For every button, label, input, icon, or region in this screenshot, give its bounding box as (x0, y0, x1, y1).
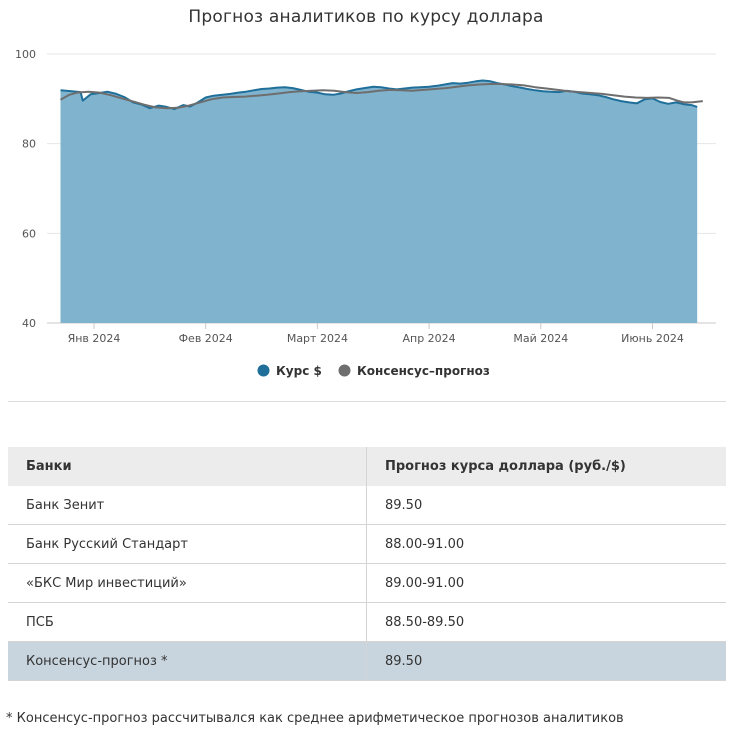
chart-line-layer (60, 79, 703, 111)
x-tick-label: Фев 2024 (179, 332, 233, 345)
bank-name-cell: Банк Русский Стандарт (8, 524, 367, 564)
legend-marker-usd-rate (257, 364, 270, 377)
column-header-forecast: Прогноз курса доллара (руб./$) (366, 447, 726, 486)
legend-label-usd-rate: Курс $ (276, 364, 322, 378)
legend-item-usd-rate[interactable]: Курс $ (257, 364, 322, 378)
y-tick-label: 80 (22, 138, 36, 151)
footnote: * Консенсус-прогноз рассчитывался как ср… (6, 711, 624, 726)
chart-legend: Курс $ Консенсус–прогноз (257, 364, 490, 378)
section-divider (8, 401, 726, 402)
x-tick-label: Янв 2024 (68, 332, 121, 345)
bank-name-cell: Банк Зенит (8, 486, 367, 525)
column-header-banks: Банки (8, 447, 367, 486)
bank-forecast-table: Банки Прогноз курса доллара (руб./$) Бан… (8, 447, 726, 681)
forecast-value-cell: 89.00-91.00 (366, 563, 726, 603)
table-header-row: Банки Прогноз курса доллара (руб./$) (8, 447, 726, 486)
consensus-forecast-line (60, 83, 703, 110)
legend-label-consensus: Консенсус–прогноз (357, 364, 490, 378)
legend-marker-consensus (338, 364, 351, 377)
table-row: Банк Русский Стандарт 88.00-91.00 (8, 524, 726, 564)
chart-title: Прогноз аналитиков по курсу доллара (188, 7, 544, 27)
x-tick-label: Июнь 2024 (621, 332, 684, 345)
y-tick-label: 40 (22, 317, 36, 330)
consensus-row: Консенсус-прогноз * 89.50 (8, 641, 726, 681)
y-tick-label: 100 (15, 48, 36, 61)
bank-name-cell: «БКС Мир инвестиций» (8, 563, 367, 603)
table-row: Банк Зенит 89.50 (8, 486, 726, 525)
x-tick-label: Май 2024 (513, 332, 568, 345)
usd-rate-area (60, 80, 698, 323)
y-axis: 100 80 60 40 (15, 48, 36, 330)
consensus-label-cell: Консенсус-прогноз * (8, 641, 367, 681)
x-axis: Янв 2024 Фев 2024 Март 2024 Апр 2024 Май 202… (68, 323, 684, 345)
x-tick-label: Апр 2024 (402, 332, 455, 345)
bank-name-cell: ПСБ (8, 602, 367, 642)
legend-item-consensus[interactable]: Консенсус–прогноз (338, 364, 490, 378)
y-tick-label: 60 (22, 227, 36, 240)
table-row: «БКС Мир инвестиций» 89.00-91.00 (8, 563, 726, 603)
chart-area-layer (60, 80, 698, 323)
forecast-value-cell: 88.50-89.50 (366, 602, 726, 642)
forecast-value-cell: 89.50 (366, 486, 726, 525)
consensus-value-cell: 89.50 (366, 641, 726, 681)
usd-forecast-chart: 100 80 60 40 Янв 2024 Фев 2024 Март 2024 Апр 2… (15, 48, 716, 378)
x-tick-label: Март 2024 (287, 332, 348, 345)
table-row: ПСБ 88.50-89.50 (8, 602, 726, 642)
forecast-value-cell: 88.00-91.00 (366, 524, 726, 564)
